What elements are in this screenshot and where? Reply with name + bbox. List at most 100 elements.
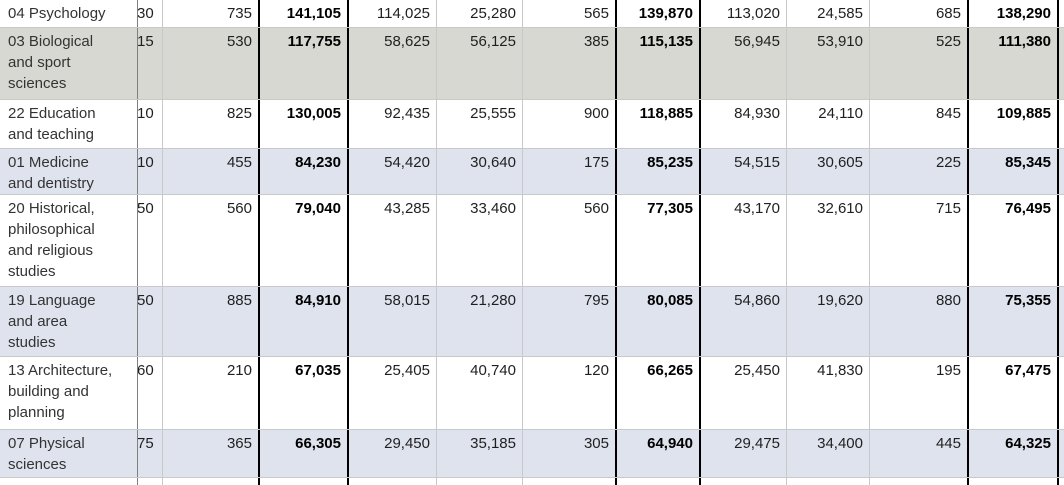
value-cell: 54,515 xyxy=(701,149,787,194)
value-cell: 175 xyxy=(583,154,609,171)
total-cell: 64,940 xyxy=(615,430,701,477)
value-cell: 34,400 xyxy=(787,430,870,477)
total-cell: 75,355 xyxy=(967,287,1059,356)
value-cell: 29,475 xyxy=(701,430,787,477)
total-cell: 138,290 xyxy=(967,0,1059,27)
value-cell-clipped: 50 xyxy=(138,287,163,356)
total-cell: 117,755 xyxy=(258,28,349,99)
total-cell: 76,495 xyxy=(967,195,1059,286)
value-cell xyxy=(523,478,615,485)
subject-cell: 01 Medicine and dentistry xyxy=(0,149,138,194)
value-cell: 795 xyxy=(583,292,609,309)
total-cell: 80,085 xyxy=(615,287,701,356)
value-cell: 53,910 xyxy=(787,28,870,99)
total-cell: 79,040 xyxy=(258,195,349,286)
total-cell: 141,105 xyxy=(258,0,349,27)
value-cell: 195 xyxy=(935,362,961,379)
total-cell xyxy=(258,478,349,485)
total-cell xyxy=(967,478,1059,485)
value-cell: 41,830 xyxy=(787,357,870,429)
cell-value: 15 xyxy=(138,33,154,50)
value-cell: 305 xyxy=(583,435,609,452)
value-cell: 54,860 xyxy=(701,287,787,356)
edge-sliver xyxy=(1059,478,1064,485)
value-cell: 40,740 xyxy=(437,357,523,429)
value-cell: 56,125 xyxy=(437,28,523,99)
edge-sliver xyxy=(1059,430,1064,477)
value-cell: 880 xyxy=(935,292,961,309)
value-cell: 84,930 xyxy=(701,100,787,148)
table-row: 03 Biological and sport sciences 15 530 … xyxy=(0,28,1064,100)
value-cell: 114,025 xyxy=(349,0,437,27)
subject-cell: 07 Physical sciences xyxy=(0,430,138,477)
total-cell: 67,035 xyxy=(258,357,349,429)
value-cell: 885 xyxy=(226,292,252,309)
value-cell: 24,585 xyxy=(787,0,870,27)
total-cell: 77,305 xyxy=(615,195,701,286)
value-cell: 56,945 xyxy=(701,28,787,99)
subject-cell: 13 Architecture, building and planning xyxy=(0,357,138,429)
partial-row xyxy=(0,478,1064,485)
total-cell xyxy=(615,478,701,485)
total-cell: 64,325 xyxy=(967,430,1059,477)
edge-sliver xyxy=(1059,28,1064,99)
value-cell xyxy=(163,478,258,485)
total-cell: 66,305 xyxy=(258,430,349,477)
value-cell: 33,460 xyxy=(437,195,523,286)
value-cell xyxy=(787,478,870,485)
value-cell: 685 xyxy=(935,5,961,22)
value-cell: 25,280 xyxy=(437,0,523,27)
value-cell: 825 xyxy=(226,105,252,122)
value-cell: 735 xyxy=(226,5,252,22)
table-row: 01 Medicine and dentistry 10 455 84,230 … xyxy=(0,149,1064,195)
table-row: 07 Physical sciences 75 365 66,305 29,45… xyxy=(0,430,1064,478)
value-cell: 365 xyxy=(226,435,252,452)
total-cell: 85,235 xyxy=(615,149,701,194)
subject-cell: 22 Education and teaching xyxy=(0,100,138,148)
cell-value: 60 xyxy=(138,362,154,379)
cell-value: 10 xyxy=(138,105,154,122)
value-cell: 565 xyxy=(583,5,609,22)
value-cell: 54,420 xyxy=(349,149,437,194)
total-cell: 85,345 xyxy=(967,149,1059,194)
value-cell: 210 xyxy=(226,362,252,379)
value-cell-clipped xyxy=(138,478,163,485)
value-cell: 900 xyxy=(583,105,609,122)
value-cell: 35,185 xyxy=(437,430,523,477)
value-cell: 120 xyxy=(583,362,609,379)
value-cell: 845 xyxy=(935,105,961,122)
subject-cell: 19 Language and area studies xyxy=(0,287,138,356)
subject-cell: 03 Biological and sport sciences xyxy=(0,28,138,99)
value-cell: 25,405 xyxy=(349,357,437,429)
cell-value: 50 xyxy=(138,200,154,217)
value-cell: 560 xyxy=(226,200,252,217)
value-cell: 530 xyxy=(226,33,252,50)
value-cell: 715 xyxy=(935,200,961,217)
value-cell: 25,555 xyxy=(437,100,523,148)
subject-cell: 04 Psychology xyxy=(0,0,138,27)
value-cell: 25,450 xyxy=(701,357,787,429)
edge-sliver xyxy=(1059,149,1064,194)
total-cell: 67,475 xyxy=(967,357,1059,429)
value-cell-clipped: 15 xyxy=(138,28,163,99)
edge-sliver xyxy=(1059,357,1064,429)
value-cell: 445 xyxy=(935,435,961,452)
value-cell-clipped: 75 xyxy=(138,430,163,477)
value-cell: 560 xyxy=(583,200,609,217)
subject-cell: 20 Historical, philosophical and religio… xyxy=(0,195,138,286)
value-cell: 29,450 xyxy=(349,430,437,477)
edge-sliver xyxy=(1059,0,1064,27)
value-cell: 32,610 xyxy=(787,195,870,286)
cell-value: 10 xyxy=(138,154,154,171)
value-cell: 30,605 xyxy=(787,149,870,194)
edge-sliver xyxy=(1059,100,1064,148)
edge-sliver xyxy=(1059,287,1064,356)
value-cell: 30,640 xyxy=(437,149,523,194)
value-cell xyxy=(437,478,523,485)
table-row: 22 Education and teaching 10 825 130,005… xyxy=(0,100,1064,149)
value-cell: 24,110 xyxy=(787,100,870,148)
value-cell: 43,285 xyxy=(349,195,437,286)
subject-cell xyxy=(0,478,138,485)
value-cell: 385 xyxy=(583,33,609,50)
